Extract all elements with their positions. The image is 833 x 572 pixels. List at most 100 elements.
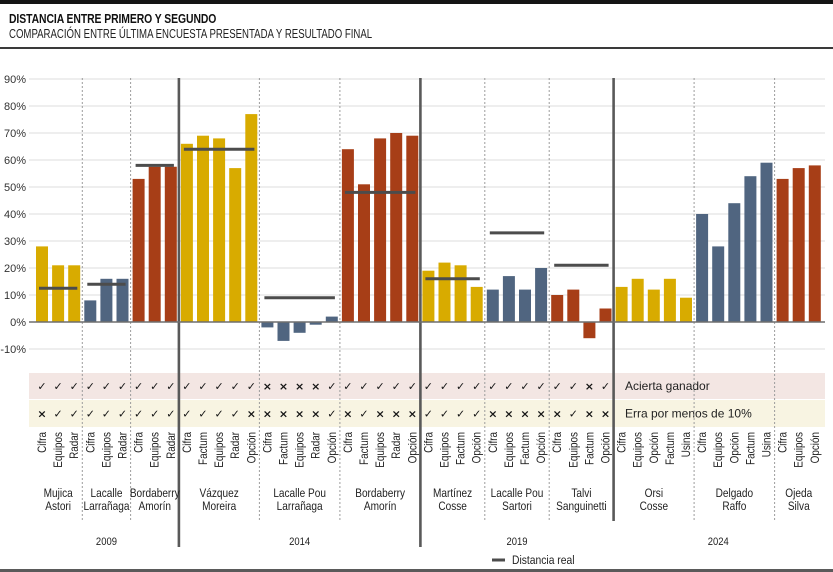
pollster-label: Equipos — [374, 432, 387, 468]
check-icon: ✓ — [102, 380, 111, 393]
check-icon: ✓ — [118, 408, 127, 421]
pollster-label: Factum — [197, 432, 210, 465]
check-icon: ✓ — [359, 380, 368, 393]
bar — [341, 149, 354, 322]
check-icon: ✓ — [231, 408, 240, 421]
y-tick-label: 30% — [4, 236, 26, 248]
cross-icon: × — [504, 408, 513, 421]
candidate-name: Delgado — [716, 487, 754, 500]
check-icon: ✓ — [231, 380, 240, 393]
candidate-name: Bordaberry — [130, 487, 180, 500]
legend: Distancia real — [492, 554, 575, 567]
bar — [776, 178, 789, 322]
check-icon: ✓ — [569, 380, 578, 393]
bar — [277, 322, 290, 341]
pollster-label: Opción — [246, 432, 259, 463]
pollster-label: Cifra — [85, 432, 98, 453]
bar — [792, 168, 805, 322]
year-label: 2014 — [289, 536, 310, 548]
pollster-label: Usina — [680, 432, 693, 457]
pollster-label: Cifra — [777, 432, 790, 453]
pollster-label: Radar — [230, 432, 243, 459]
candidate-name: Lacalle Pou — [491, 487, 544, 500]
bar — [213, 138, 226, 322]
candidate-name: Cosse — [438, 500, 467, 513]
pollster-label: Equipos — [713, 432, 726, 468]
pollster-label: Usina — [761, 432, 774, 457]
pollster-label: Opción — [407, 432, 420, 463]
chart-subtitle: COMPARACIÓN ENTRE ÚLTIMA ENCUESTA PRESEN… — [9, 26, 373, 41]
y-tick-label: 40% — [4, 209, 26, 221]
pollster-label: Cifra — [487, 432, 500, 453]
check-icon: ✓ — [214, 380, 223, 393]
header-divider — [0, 47, 833, 49]
bar — [374, 138, 387, 322]
cross-icon: × — [601, 408, 610, 421]
pollster-label: Equipos — [294, 432, 307, 468]
check-icon: ✓ — [343, 380, 352, 393]
check-icon: ✓ — [553, 380, 562, 393]
check-icon: ✓ — [247, 380, 256, 393]
pollster-label: Cifra — [616, 432, 629, 453]
check-icon: ✓ — [327, 380, 336, 393]
cross-icon: × — [311, 380, 320, 393]
check-icon: ✓ — [118, 380, 127, 393]
bar — [84, 300, 97, 322]
pollster-label: Equipos — [149, 432, 162, 468]
cross-icon: × — [279, 408, 288, 421]
pollster-label: Factum — [664, 432, 677, 465]
y-tick-label: 0% — [10, 317, 26, 329]
check-marks: ✓ × ✓ ✓ ✓ ✓ ✓ ✓ ✓ ✓ ✓ ✓ ✓ ✓ ✓ ✓ ✓ ✓ ✓ ✓ ✓ ✓ ✓ ✓ ✓ ✓ ✓ × × × × × × × × × ✓ ✓ ✓ ×… — [37, 380, 610, 421]
cross-icon: × — [343, 408, 352, 421]
bar — [100, 278, 113, 322]
candidate-name: Mujica — [44, 487, 74, 500]
bar — [164, 166, 177, 322]
check-row-background — [29, 373, 825, 399]
pollster-label: Factum — [358, 432, 371, 465]
check-icon: ✓ — [214, 408, 223, 421]
bar — [438, 262, 451, 322]
check-icon: ✓ — [375, 380, 384, 393]
pollster-label: Equipos — [503, 432, 516, 468]
cross-icon: × — [392, 408, 401, 421]
check-row-label: Acierta ganador — [625, 379, 710, 393]
pollster-label: Factum — [745, 432, 758, 465]
bar — [358, 184, 370, 322]
check-icon: ✓ — [70, 408, 79, 421]
y-tick-label: 90% — [4, 74, 26, 86]
bottom-rule — [0, 569, 833, 572]
check-icon: ✓ — [504, 380, 513, 393]
bar — [631, 278, 644, 322]
check-icon: ✓ — [472, 408, 481, 421]
cross-icon: × — [37, 408, 46, 421]
year-label: 2009 — [96, 536, 117, 548]
bar — [148, 166, 161, 322]
check-icon: ✓ — [424, 380, 433, 393]
bar — [245, 114, 258, 322]
check-icon: ✓ — [53, 380, 62, 393]
check-icon: ✓ — [150, 408, 159, 421]
check-icon: ✓ — [392, 380, 401, 393]
cross-icon: × — [295, 380, 304, 393]
pollster-label: Cifra — [181, 432, 194, 453]
candidate-name: Lacalle — [90, 487, 122, 500]
bar — [454, 265, 467, 322]
pollster-label: Factum — [519, 432, 532, 465]
pollster-label: Cifra — [552, 432, 565, 453]
check-icon: ✓ — [102, 408, 111, 421]
bar — [132, 178, 145, 322]
pollster-label: Cifra — [262, 432, 275, 453]
bar — [696, 214, 709, 322]
cross-icon: × — [585, 408, 594, 421]
y-tick-label: 70% — [4, 128, 26, 140]
check-icon: ✓ — [134, 380, 143, 393]
bar — [760, 162, 773, 322]
bar — [680, 297, 692, 322]
pollster-label: Cifra — [696, 432, 709, 453]
check-rows: Acierta ganador Erra por menos de 10% — [29, 373, 825, 427]
candidate-name: Vázquez — [200, 487, 239, 500]
check-icon: ✓ — [456, 408, 465, 421]
candidate-name: Larrañaga — [277, 500, 324, 513]
